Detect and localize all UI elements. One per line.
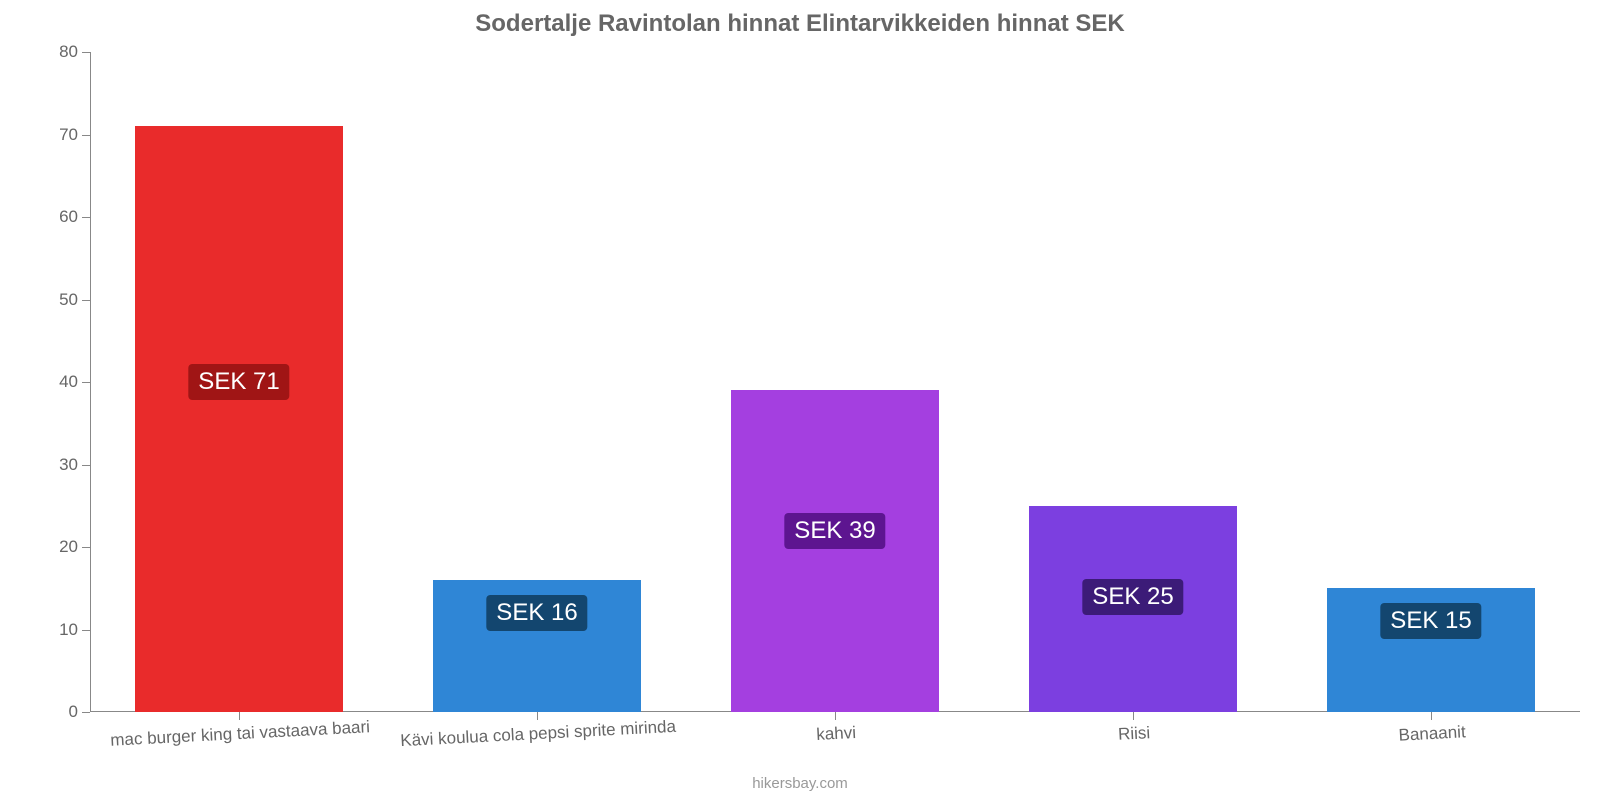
chart-title: Sodertalje Ravintolan hinnat Elintarvikk… [0,10,1600,38]
y-tick-label: 70 [59,125,90,145]
x-tick-label: Riisi [1117,711,1151,745]
value-badge: SEK 16 [486,595,587,631]
y-tick-label: 20 [59,537,90,557]
x-tick-label: kahvi [815,711,856,745]
y-tick-label: 60 [59,207,90,227]
value-badge: SEK 71 [188,364,289,400]
bar [731,390,940,712]
plot-area: 01020304050607080SEK 71mac burger king t… [90,52,1580,712]
value-badge: SEK 25 [1082,579,1183,615]
value-badge: SEK 39 [784,513,885,549]
y-tick-label: 40 [59,372,90,392]
y-tick-label: 0 [69,702,90,722]
y-tick-label: 30 [59,455,90,475]
bar [135,126,344,712]
y-tick-label: 80 [59,42,90,62]
x-tick-label: mac burger king tai vastaava baari [109,705,370,751]
y-tick-label: 50 [59,290,90,310]
value-badge: SEK 15 [1380,603,1481,639]
y-tick-label: 10 [59,620,90,640]
attribution-text: hikersbay.com [0,775,1600,792]
y-axis [90,52,91,712]
x-tick-label: Banaanit [1397,710,1466,745]
